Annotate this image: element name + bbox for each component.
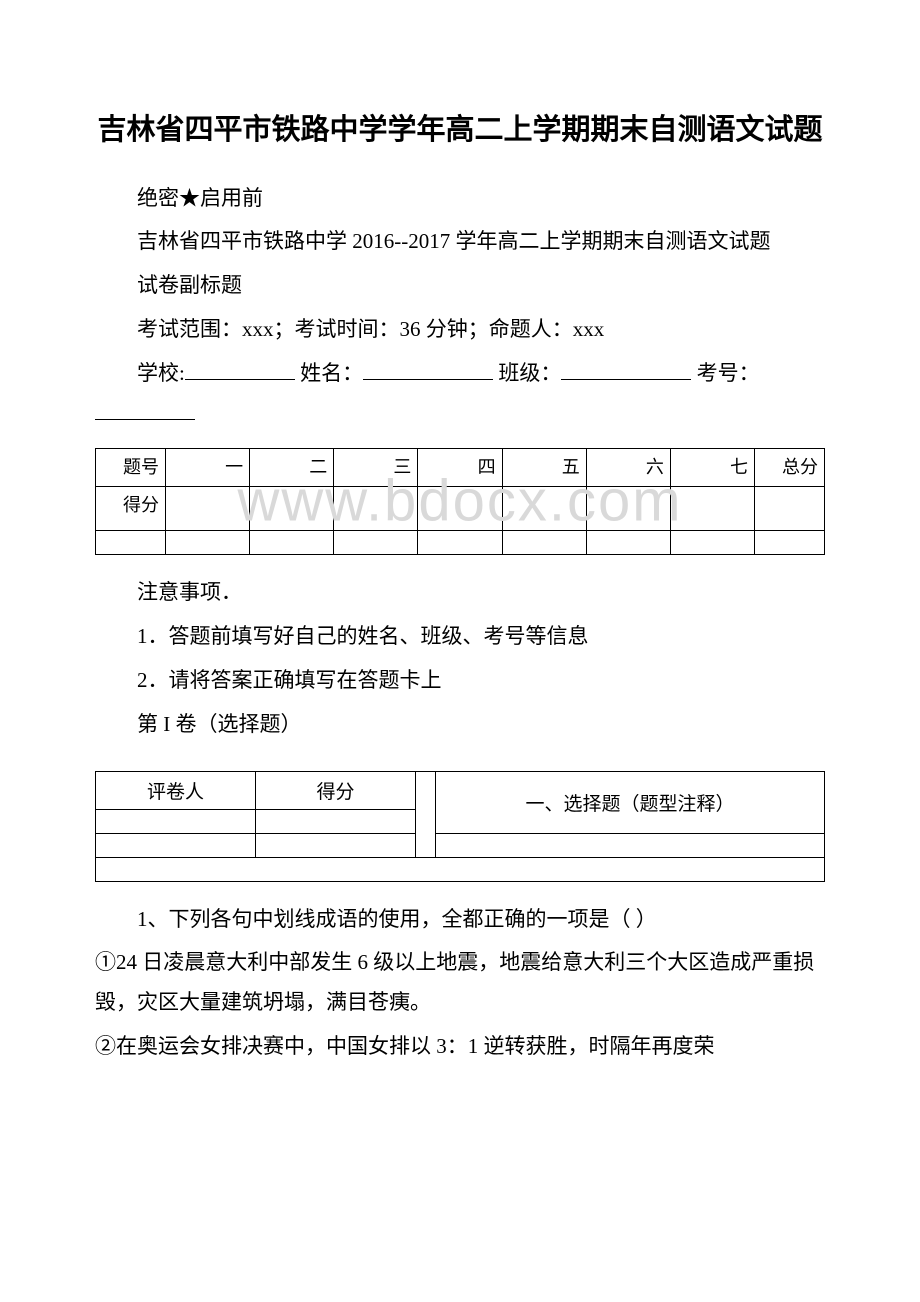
- td-blank: [96, 809, 256, 833]
- th-2: 二: [250, 448, 334, 486]
- td-blank: [250, 486, 334, 530]
- secret-line: 绝密★启用前: [95, 179, 825, 219]
- td-blank: [670, 486, 754, 530]
- subtitle: 吉林省四平市铁路中学 2016--2017 学年高二上学期期末自测语文试题: [95, 222, 825, 262]
- form-line-2: [95, 394, 825, 434]
- td-blank: [502, 530, 586, 554]
- th-score: 得分: [256, 771, 416, 809]
- score-table: 题号 一 二 三 四 五 六 七 总分 得分: [95, 448, 825, 555]
- grader-table: 评卷人 得分 一、选择题（题型注释）: [95, 771, 825, 882]
- exam-info: 考试范围：xxx；考试时间：36 分钟；命题人：xxx: [95, 310, 825, 350]
- td-blank: [96, 530, 166, 554]
- td-blank: [436, 833, 825, 857]
- td-blank: [755, 486, 825, 530]
- notice-2: 2．请将答案正确填写在答题卡上: [95, 661, 825, 701]
- score-table-wrap: 题号 一 二 三 四 五 六 七 总分 得分: [95, 448, 825, 555]
- th-total: 总分: [755, 448, 825, 486]
- th-5: 五: [502, 448, 586, 486]
- blank-school: [185, 357, 295, 380]
- blank-num: [95, 397, 195, 420]
- notice-head: 注意事项．: [95, 573, 825, 613]
- section-1: 第 I 卷（选择题）: [95, 705, 825, 745]
- td-score-label: 得分: [96, 486, 166, 530]
- td-blank: [755, 530, 825, 554]
- td-blank: [96, 833, 256, 857]
- td-blank: [586, 486, 670, 530]
- label-num: 考号：: [697, 361, 760, 385]
- th-7: 七: [670, 448, 754, 486]
- q1-opt2: ②在奥运会女排决赛中，中国女排以 3：1 逆转获胜，时隔年再度荣: [95, 1027, 825, 1067]
- sub2: 试卷副标题: [95, 266, 825, 306]
- th-6: 六: [586, 448, 670, 486]
- label-name: 姓名：: [300, 361, 363, 385]
- q1-head: 1、下列各句中划线成语的使用，全都正确的一项是（ ）: [95, 900, 825, 940]
- td-blank: [96, 857, 825, 881]
- td-blank: [502, 486, 586, 530]
- td-blank: [418, 530, 502, 554]
- th-grader: 评卷人: [96, 771, 256, 809]
- th-1: 一: [166, 448, 250, 486]
- th-3: 三: [334, 448, 418, 486]
- td-blank: [334, 486, 418, 530]
- td-blank: [256, 809, 416, 833]
- th-num: 题号: [96, 448, 166, 486]
- td-blank: [166, 530, 250, 554]
- td-blank: [586, 530, 670, 554]
- spacer: [416, 771, 436, 857]
- section-label: 一、选择题（题型注释）: [436, 771, 825, 833]
- q1-opt1: ①24 日凌晨意大利中部发生 6 级以上地震，地震给意大利三个大区造成严重损毁，…: [95, 943, 825, 1023]
- blank-name: [363, 357, 493, 380]
- td-blank: [166, 486, 250, 530]
- page-title: 吉林省四平市铁路中学学年高二上学期期末自测语文试题: [95, 110, 825, 151]
- form-line: 学校: 姓名： 班级： 考号：: [95, 354, 825, 394]
- label-school: 学校:: [137, 361, 185, 385]
- td-blank: [256, 833, 416, 857]
- label-class: 班级：: [498, 361, 561, 385]
- blank-class: [561, 357, 691, 380]
- td-blank: [418, 486, 502, 530]
- td-blank: [670, 530, 754, 554]
- notice-1: 1．答题前填写好自己的姓名、班级、考号等信息: [95, 617, 825, 657]
- td-blank: [334, 530, 418, 554]
- td-blank: [250, 530, 334, 554]
- th-4: 四: [418, 448, 502, 486]
